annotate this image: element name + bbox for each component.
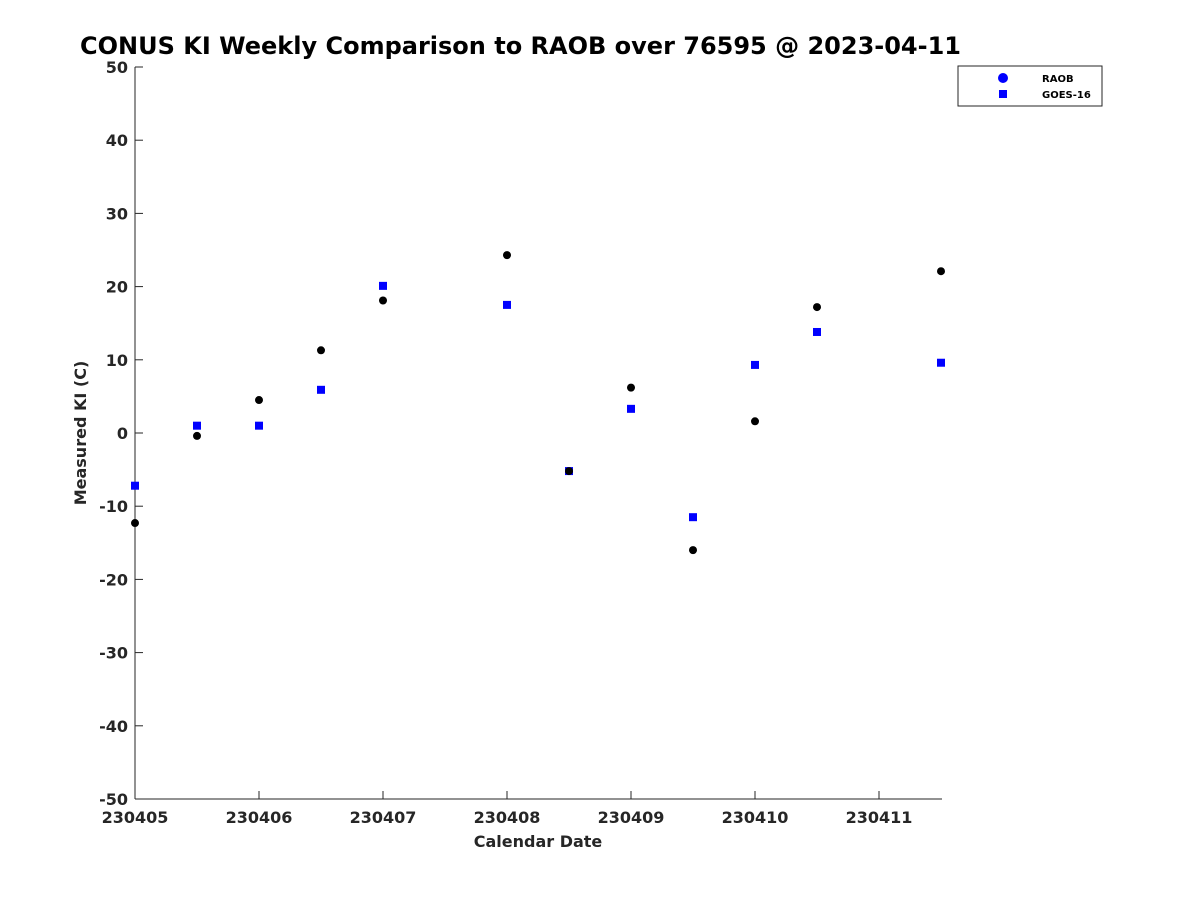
legend-label: GOES-16 <box>1042 90 1091 101</box>
x-tick-label: 230408 <box>474 808 541 827</box>
y-tick-label: 20 <box>106 278 128 297</box>
goes16-point <box>813 327 821 336</box>
y-tick-label: 40 <box>106 131 128 150</box>
legend-label: RAOB <box>1042 74 1074 85</box>
series-raob <box>131 251 945 555</box>
x-tick-label: 230409 <box>598 808 665 827</box>
y-tick-label: -50 <box>99 790 128 809</box>
goes16-point <box>503 300 511 309</box>
goes16-point <box>627 404 635 413</box>
goes16-point <box>937 358 945 367</box>
legend-marker-goes16 <box>999 90 1007 98</box>
raob-point <box>317 346 325 355</box>
raob-point <box>689 546 697 555</box>
chart-title: CONUS KI Weekly Comparison to RAOB over … <box>80 32 961 60</box>
goes16-point <box>193 421 201 430</box>
y-axis-label: Measured KI (C) <box>71 361 90 506</box>
legend-box <box>957 65 1103 107</box>
x-tick-label: 230405 <box>102 808 169 827</box>
x-tick-label: 230411 <box>846 808 913 827</box>
raob-point <box>813 303 821 312</box>
y-tick-label: 10 <box>106 351 128 370</box>
raob-point <box>937 267 945 276</box>
y-tick-label: -30 <box>99 644 128 663</box>
y-tick-label: 50 <box>106 58 128 77</box>
raob-point <box>503 251 511 260</box>
y-tick-label: 30 <box>106 204 128 223</box>
legend-marker-raob <box>998 73 1008 83</box>
raob-point <box>627 383 635 392</box>
raob-point <box>193 431 201 440</box>
goes16-point <box>751 360 759 369</box>
x-tick-label: 230406 <box>226 808 293 827</box>
goes16-point <box>689 513 697 522</box>
raob-point <box>379 296 387 305</box>
x-tick-label: 230410 <box>722 808 789 827</box>
raob-point <box>751 417 759 426</box>
raob-point <box>131 519 139 528</box>
raob-point <box>565 467 573 476</box>
y-tick-label: -40 <box>99 717 128 736</box>
y-tick-label: -10 <box>99 497 128 516</box>
y-tick-label: 0 <box>117 424 128 443</box>
series-layer <box>131 251 945 555</box>
legend: RAOB GOES-16 <box>957 65 1103 107</box>
raob-point <box>255 396 263 405</box>
x-tick-label: 230407 <box>350 808 417 827</box>
goes16-point <box>131 481 139 490</box>
goes16-point <box>379 281 387 290</box>
goes16-point <box>317 385 325 394</box>
x-axis-label: Calendar Date <box>474 832 603 851</box>
series-goes-16 <box>131 281 945 522</box>
goes16-point <box>255 421 263 430</box>
y-tick-label: -20 <box>99 570 128 589</box>
